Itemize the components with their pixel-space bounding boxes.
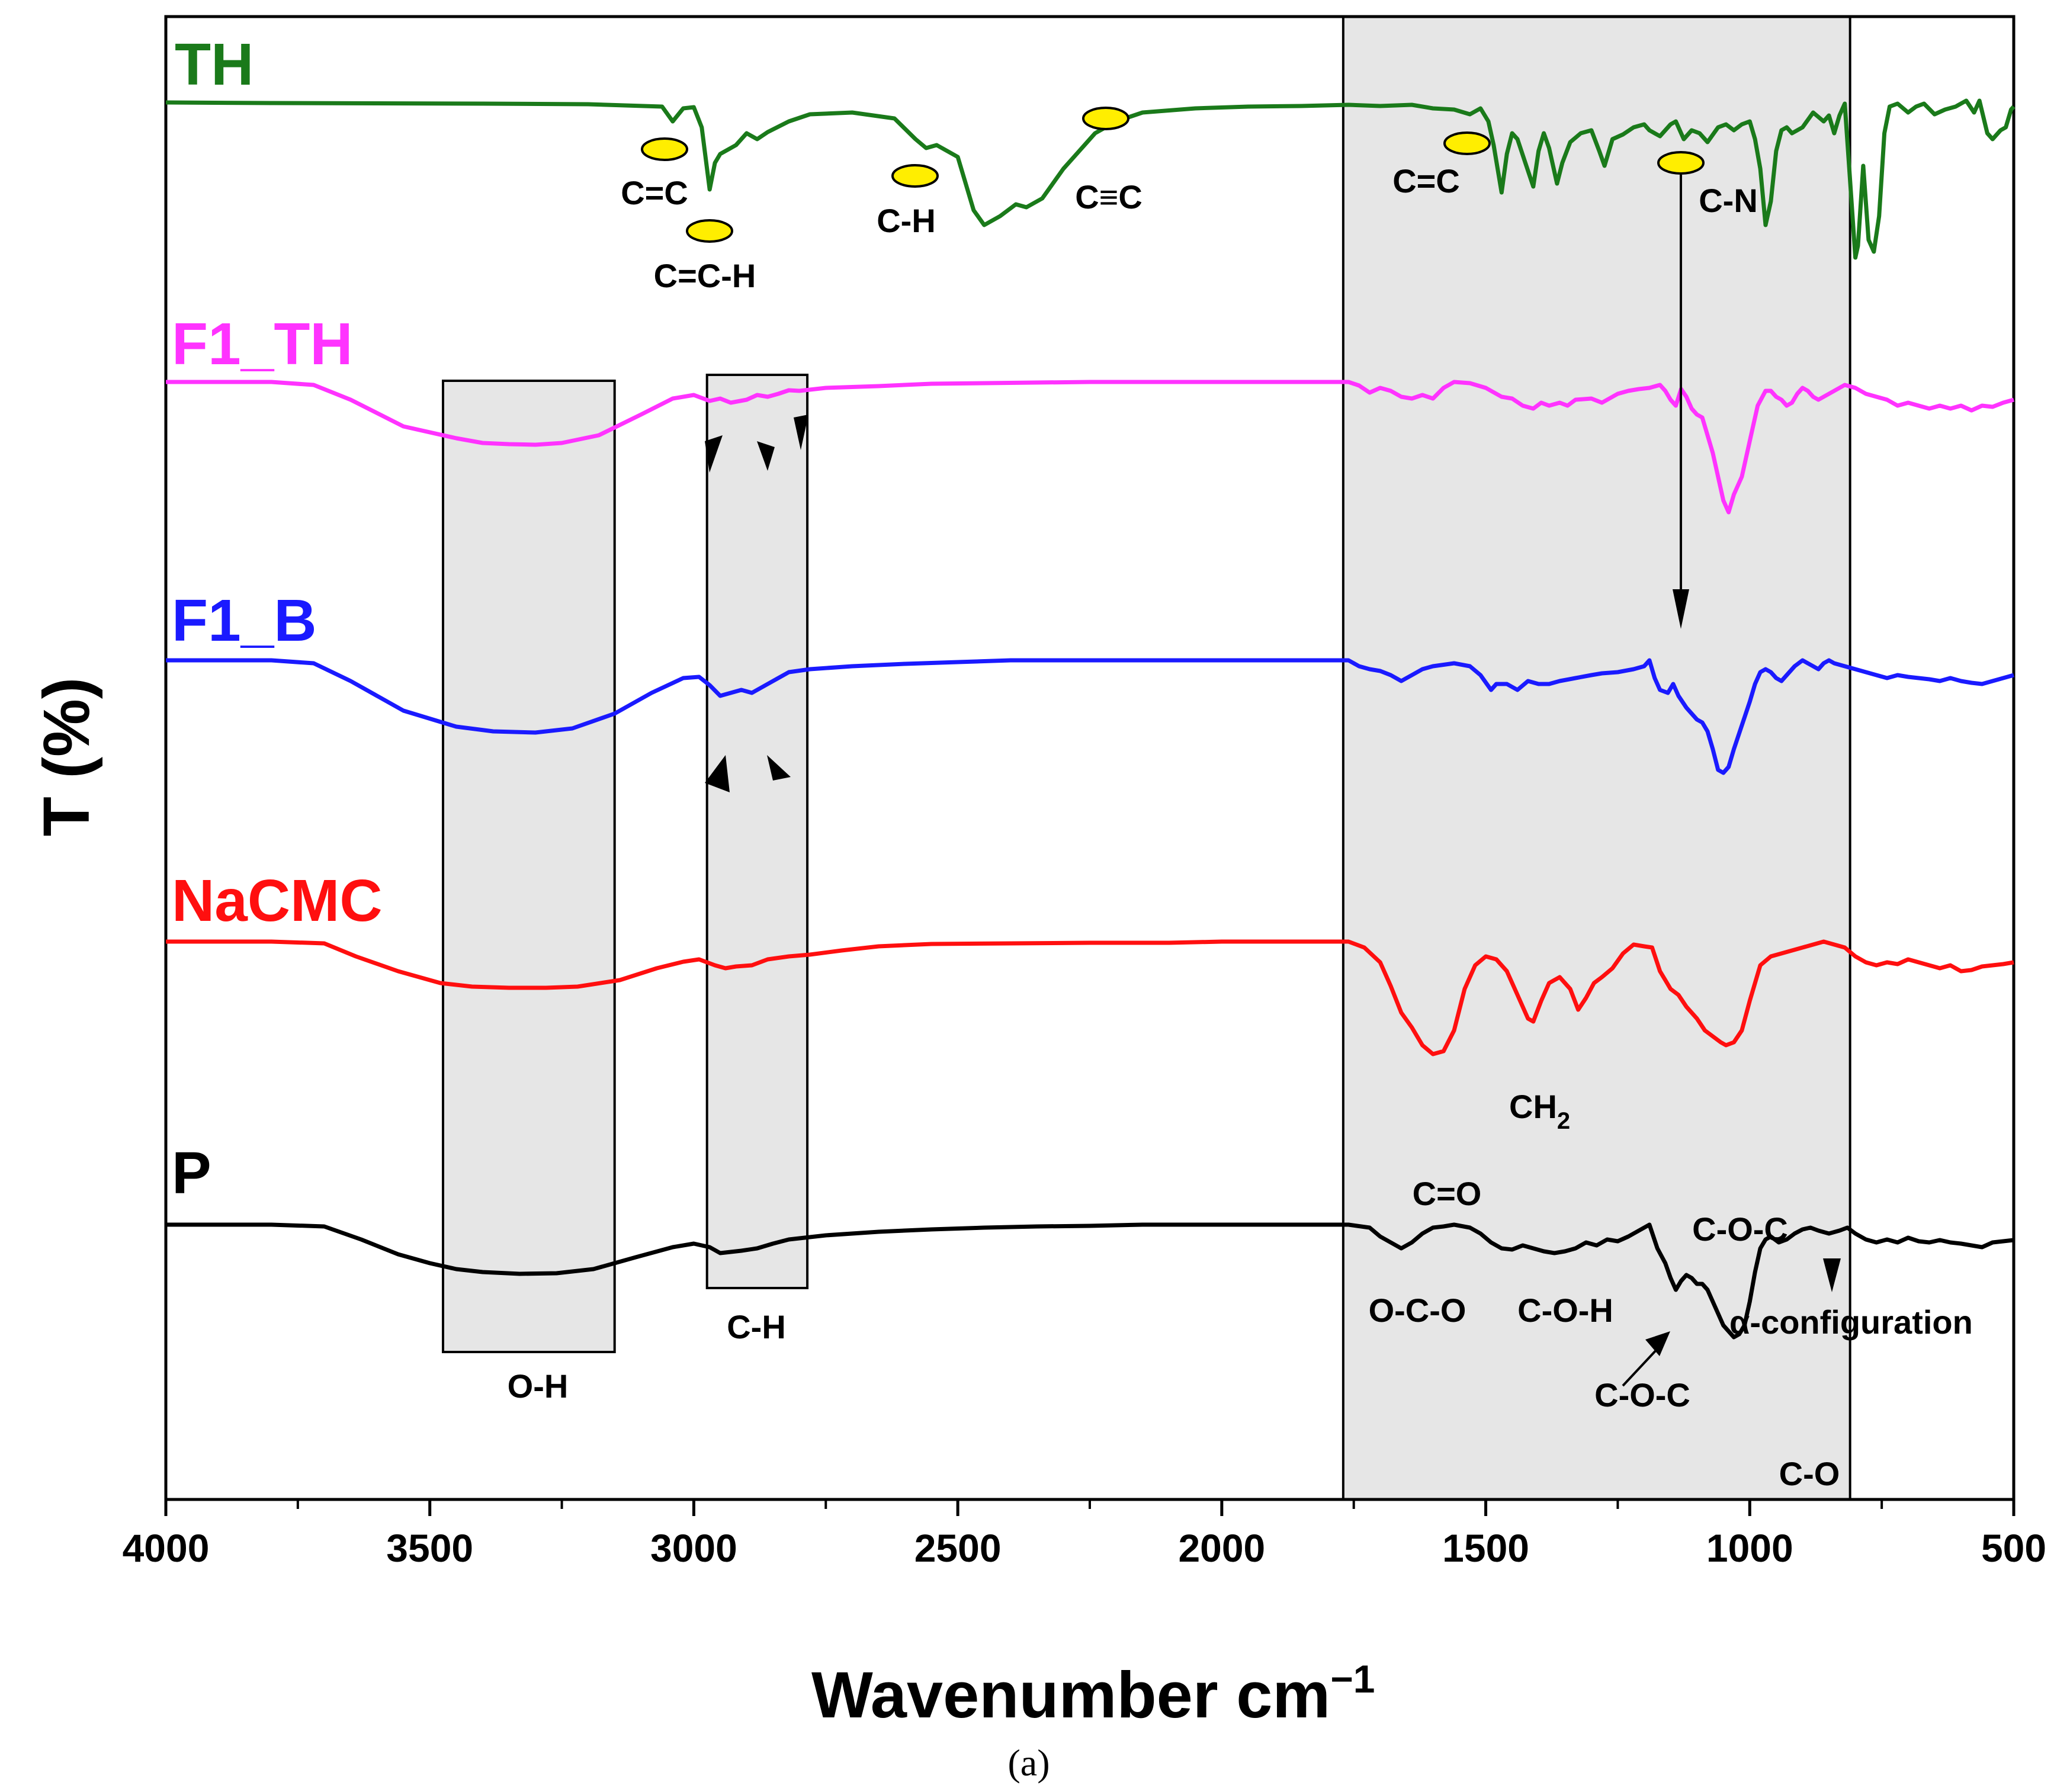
- ch-region-label: C-H: [727, 1308, 786, 1345]
- series-line-th: [165, 98, 2016, 260]
- annotation-p-c-o-h: C-O-H: [1517, 1292, 1613, 1329]
- p-c-o-c-arrow: [1622, 1331, 1670, 1387]
- x-tick-label: 4000: [123, 1526, 210, 1570]
- annotation-p-c-o: C-O: [1779, 1455, 1840, 1492]
- x-tick-label: 1000: [1706, 1526, 1793, 1570]
- annotation-p-c-o-c: C-O-C: [1594, 1376, 1690, 1414]
- annotation-na-c-o-c: C-O-C: [1692, 1210, 1788, 1248]
- series-lines: [165, 98, 2016, 1340]
- annotation-na-ch2: CH2: [1509, 1088, 1570, 1134]
- series-line-f1-th: [166, 380, 2014, 515]
- figure-caption: (a): [1007, 1742, 1050, 1784]
- x-tick-label: 2500: [914, 1526, 1002, 1570]
- annotation-p-alpha-configuration: α-configuration: [1729, 1303, 1973, 1341]
- annotation-th-c-triple-c: C≡C: [1075, 178, 1142, 216]
- p-alpha-arrow: [1823, 1258, 1841, 1292]
- x-tick-label: 1500: [1442, 1526, 1529, 1570]
- x-axis-ticks: 4000 3500 3000 2500 2000 1500 1000 500: [123, 1499, 2046, 1570]
- highlight-marker: [1443, 131, 1491, 155]
- highlight-marker: [641, 137, 688, 161]
- shaded-region: [442, 380, 616, 1353]
- series-line-p: [166, 1222, 2014, 1340]
- annotation-p-o-c-o: O-C-O: [1369, 1292, 1466, 1329]
- annotation-th-c-n: C-N: [1699, 182, 1758, 219]
- series-name-f1-b: F1_B: [172, 587, 317, 654]
- series-name-f1-th: F1_TH: [172, 311, 353, 377]
- annotation-na-c-o: C=O: [1413, 1175, 1482, 1212]
- f1-th-arrowheads: [705, 415, 808, 473]
- peak-arrowhead: [705, 755, 730, 792]
- x-tick-label: 2000: [1178, 1526, 1265, 1570]
- series-line-f1-b: [166, 658, 2014, 775]
- x-tick-label: 3000: [650, 1526, 737, 1570]
- oh-region-label: O-H: [508, 1367, 569, 1405]
- annotation-th-c-c-2: C=C: [1392, 162, 1460, 200]
- f1-b-arrowheads: [705, 755, 791, 792]
- highlight-marker: [686, 219, 733, 243]
- peak-arrowhead: [705, 435, 723, 473]
- x-tick-label: 3500: [386, 1526, 473, 1570]
- shaded-region: [705, 374, 809, 1289]
- series-name-nacmc: NaCMC: [172, 868, 383, 934]
- highlight-marker: [891, 164, 939, 188]
- y-axis-title: T (%): [30, 677, 103, 837]
- c-n-arrow: [1673, 175, 1689, 629]
- series-name-p: P: [172, 1140, 211, 1206]
- highlight-marker: [1082, 107, 1129, 130]
- peak-arrowhead: [757, 441, 775, 471]
- peak-arrowhead: [767, 755, 791, 781]
- annotation-th-c-h: C-H: [877, 202, 936, 239]
- th-highlight-markers: [641, 107, 1705, 243]
- shaded-regions: [442, 15, 1851, 1501]
- x-tick-label: 500: [1981, 1526, 2046, 1570]
- series-line-nacmc: [166, 939, 2014, 1056]
- peak-arrowhead: [794, 415, 808, 450]
- x-axis-title: Wavenumber cm−1: [811, 1657, 1375, 1732]
- series-name-th: TH: [175, 31, 253, 98]
- highlight-marker: [1657, 151, 1705, 175]
- annotation-th-c-c: C=C: [621, 174, 688, 211]
- shaded-region: [1342, 15, 1851, 1501]
- annotation-th-c-c-h: C=C-H: [654, 257, 756, 294]
